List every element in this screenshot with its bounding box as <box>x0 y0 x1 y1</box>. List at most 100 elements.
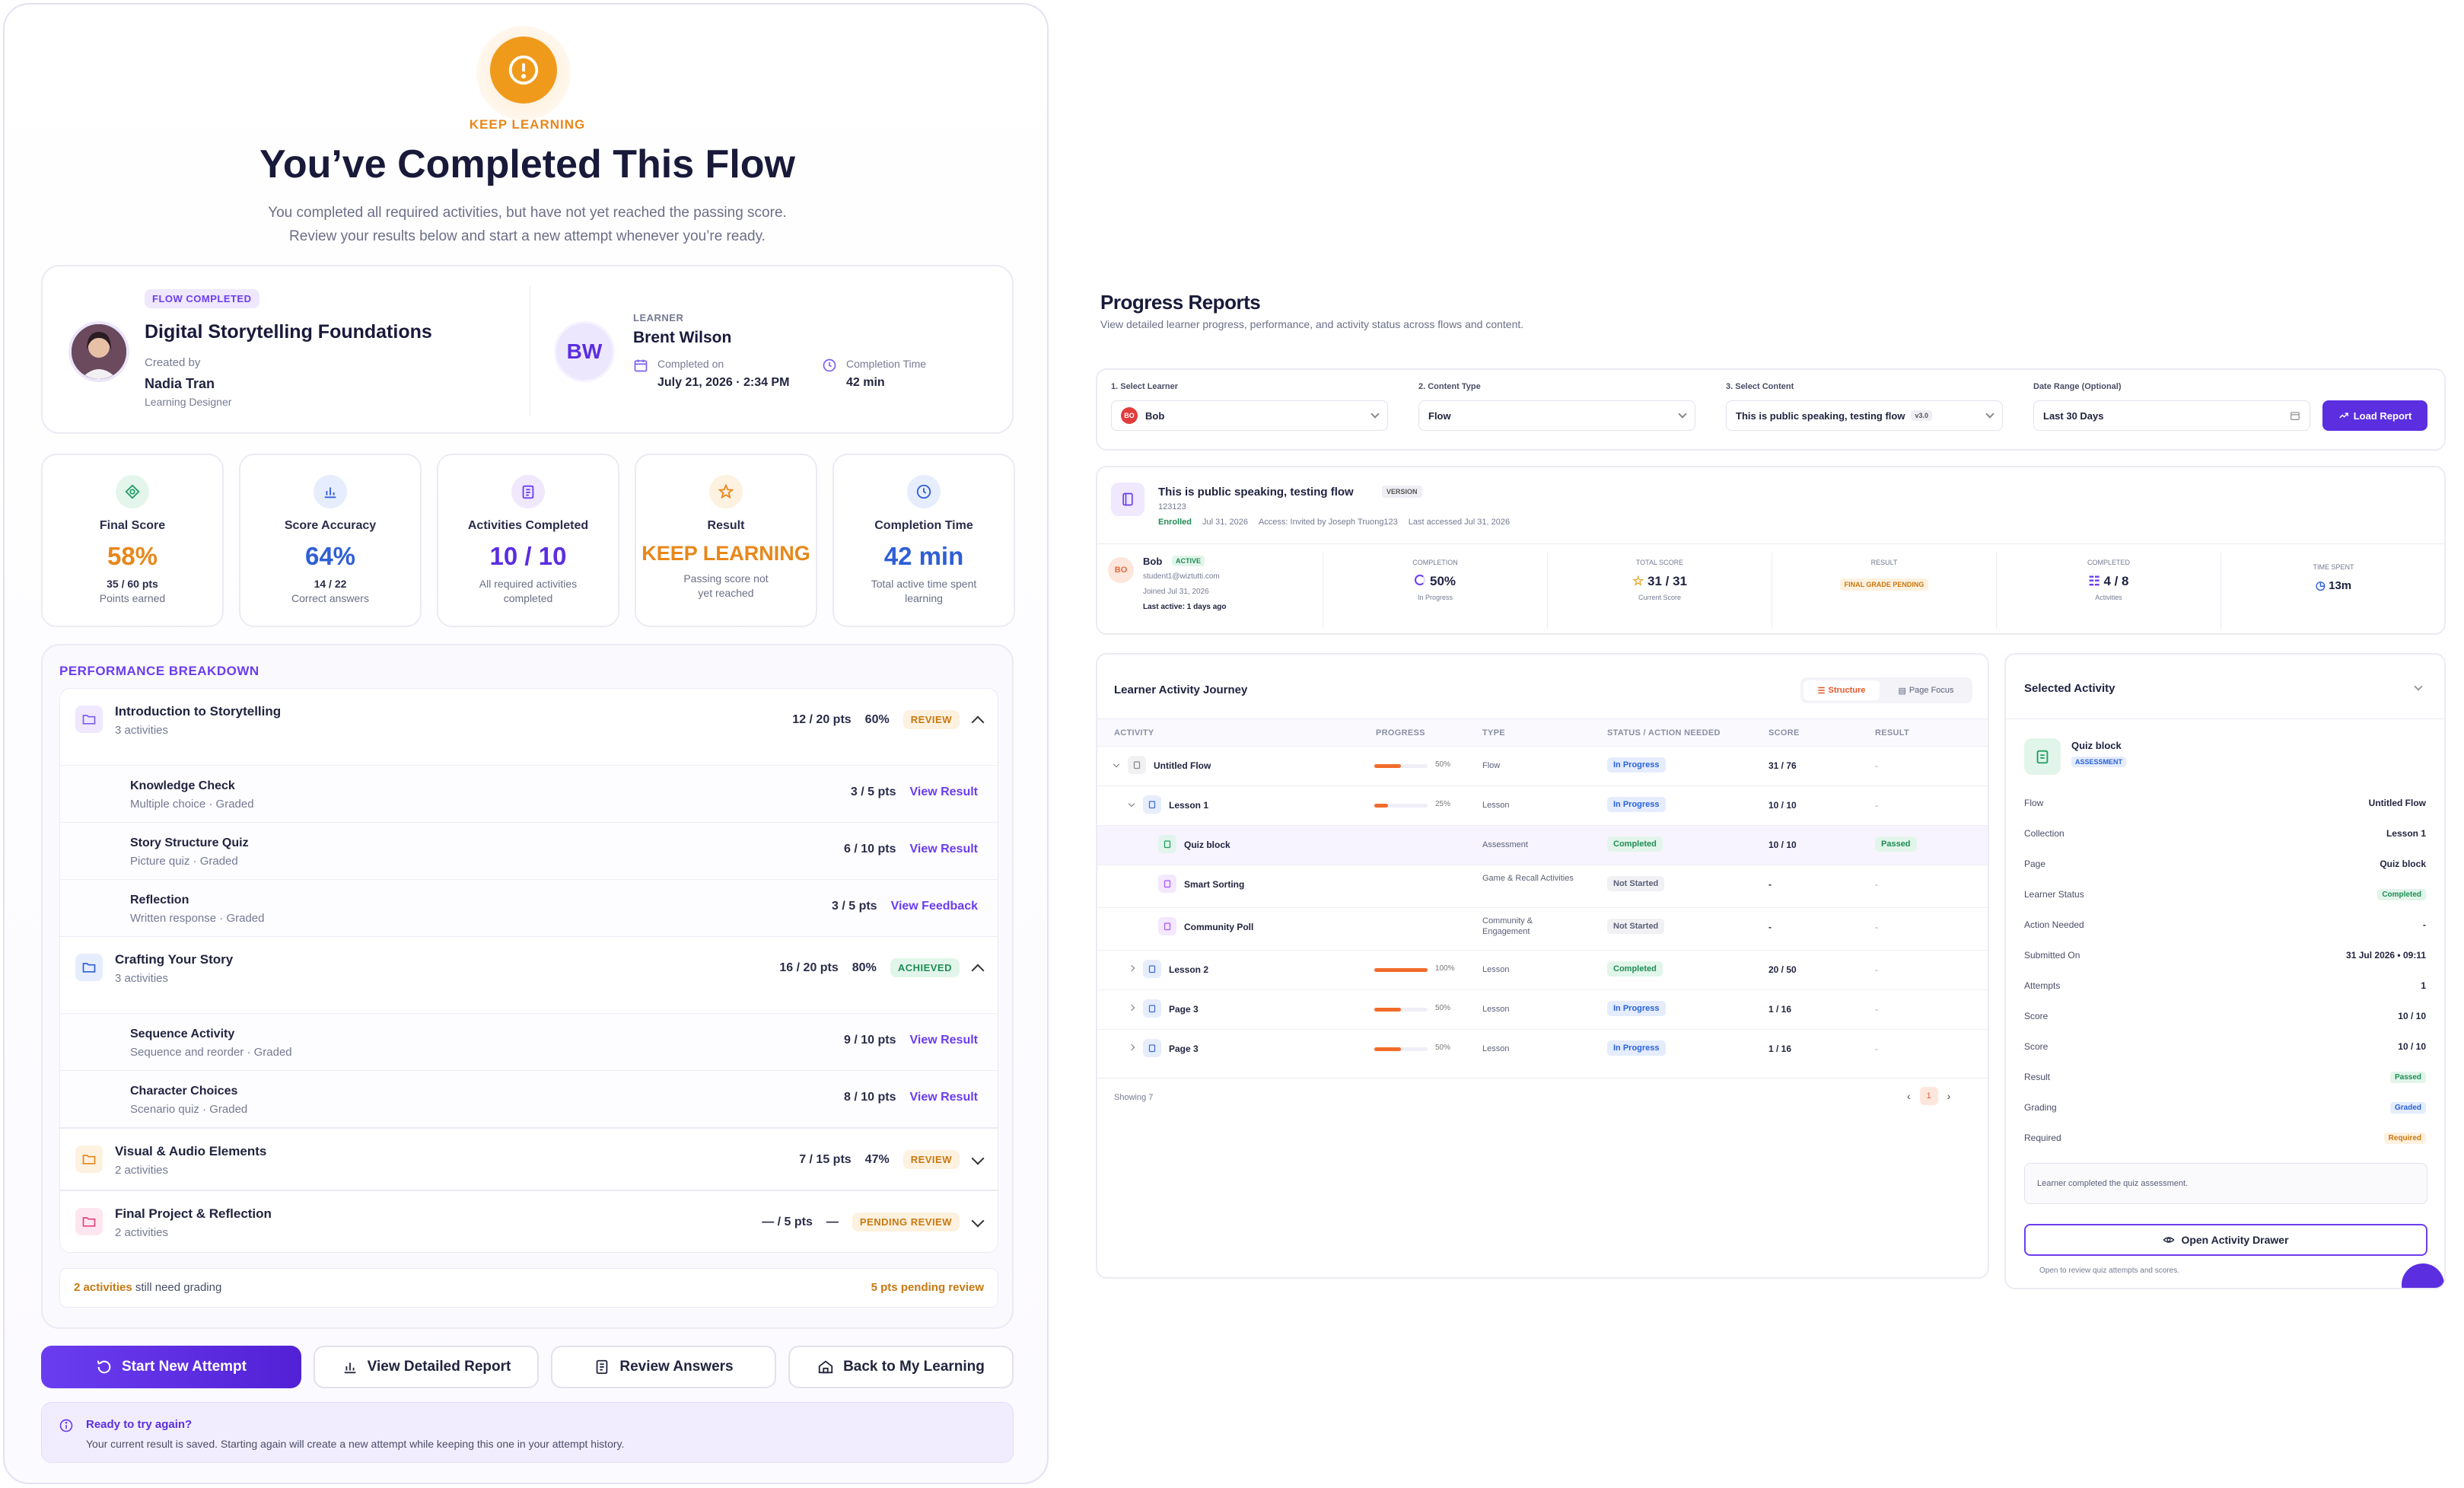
chevron-icon[interactable] <box>1128 800 1135 808</box>
section-introduction-to-storytelling: Introduction to Storytelling 3 activitie… <box>59 688 998 936</box>
learner-summary: BO Bob ACTIVE student1@wiztutti.com Join… <box>1108 553 1321 629</box>
avatar: BO <box>1108 557 1134 583</box>
result: - <box>1875 964 1878 975</box>
content-type-select[interactable]: Flow <box>1418 400 1695 431</box>
detail-row: Score 10 / 10 <box>2024 1041 2426 1052</box>
view-feedback-link[interactable]: View Feedback <box>890 900 978 913</box>
score-accuracy-value: 64% <box>304 542 356 570</box>
chevron-up-icon <box>971 964 985 977</box>
structure-tab[interactable]: ☰ Structure <box>1803 680 1880 700</box>
load-report-button[interactable]: Load Report <box>2322 400 2427 431</box>
view-detailed-report-button[interactable]: View Detailed Report <box>314 1346 539 1388</box>
status-badge: Completed <box>1607 961 1663 977</box>
book-icon <box>1111 483 1144 516</box>
back-to-my-learning-button[interactable]: Back to My Learning <box>788 1346 1014 1388</box>
chevron-icon[interactable] <box>1128 1044 1135 1051</box>
retry-notice: Ready to try again? Your current result … <box>41 1402 1014 1463</box>
status-badge: Not Started <box>1607 876 1665 891</box>
table-row[interactable]: Quiz block Assessment Completed 10 / 10 Pass… <box>1097 825 1988 865</box>
activity-type: Lesson <box>1482 1005 1510 1014</box>
list-icon: ☰ <box>1817 686 1826 696</box>
table-row[interactable]: Untitled Flow 50% Flow In Progress 31 / 76- <box>1097 746 1988 785</box>
activity-type: Game & Recall Activities <box>1482 874 1574 883</box>
result: - <box>1875 922 1878 932</box>
section-visual-audio[interactable]: Visual & Audio Elements 2 activities 7 /… <box>59 1128 998 1190</box>
selected-activity-panel: Selected Activity Quiz block ASSESSMENT … <box>2004 653 2446 1289</box>
activity-icon <box>1158 875 1176 893</box>
flow-info-card: FLOW COMPLETED Digital Storytelling Foun… <box>41 265 1014 434</box>
chevron-icon[interactable] <box>1113 760 1120 768</box>
table-row[interactable]: Smart Sorting Game & Recall Activities Not… <box>1097 865 1988 907</box>
flow-completed-badge: FLOW COMPLETED <box>145 289 259 308</box>
stat-card-activities-completed: Activities Completed 10 / 10 All require… <box>437 454 619 627</box>
open-activity-drawer-button[interactable]: Open Activity Drawer <box>2024 1224 2427 1256</box>
view-result-link[interactable]: View Result <box>909 785 978 798</box>
table-row[interactable]: Page 3 50% Lesson In Progress 1 / 16- <box>1097 989 1988 1029</box>
metric-completion: COMPLETION 50% In Progress <box>1323 553 1547 629</box>
detail-row: Submitted On 31 Jul 2026 • 09:11 <box>2024 950 2426 961</box>
content-summary-card: This is public speaking, testing flow VE… <box>1096 466 2446 635</box>
folder-icon <box>75 954 103 981</box>
view-result-link[interactable]: View Result <box>909 843 978 856</box>
calendar-icon <box>633 358 648 377</box>
progress-bar <box>1374 968 1428 972</box>
status-badge: In Progress <box>1607 797 1666 812</box>
pagination: ‹ 1 › <box>1907 1087 1950 1105</box>
table-row[interactable]: Lesson 1 25% Lesson In Progress 10 / 10- <box>1097 785 1988 825</box>
start-new-attempt-button[interactable]: Start New Attempt <box>41 1346 301 1388</box>
activity-name: Lesson 2 <box>1169 964 1209 975</box>
detail-row: Attempts 1 <box>2024 980 2426 991</box>
result: - <box>1875 800 1878 811</box>
result-badge: Passed <box>1875 836 1917 852</box>
prev-page-icon[interactable]: ‹ <box>1907 1090 1911 1102</box>
status-badge: In Progress <box>1607 1001 1666 1016</box>
page-subtitle: You completed all required activities, b… <box>268 205 787 244</box>
bar-chart-icon <box>344 1362 356 1374</box>
detail-row: Page Quiz block <box>2024 859 2426 869</box>
metric-result: RESULT FINAL GRADE PENDING <box>1772 553 1996 629</box>
review-answers-button[interactable]: Review Answers <box>551 1346 776 1388</box>
clock-icon <box>907 475 941 508</box>
content-select[interactable]: This is public speaking, testing flow v3.… <box>1726 400 2003 431</box>
activity-name: Community Poll <box>1184 922 1254 932</box>
activity-type: Lesson <box>1482 1044 1510 1053</box>
stat-card-score-accuracy: Score Accuracy 64% 14 / 22 Correct answer… <box>239 454 422 627</box>
activity-row: Sequence Activity Sequence and reorder ·… <box>60 1013 998 1070</box>
table-row[interactable]: Page 3 50% Lesson In Progress 1 / 16- <box>1097 1029 1988 1059</box>
star-icon <box>709 475 743 508</box>
next-page-icon[interactable]: › <box>1947 1090 1951 1102</box>
chevron-icon[interactable] <box>1128 964 1135 972</box>
page-focus-tab[interactable]: ▤ Page Focus <box>1898 686 1954 696</box>
completed-on-label: Completed on <box>657 358 724 370</box>
table-row[interactable]: Community Poll Community & Engagement Not … <box>1097 907 1988 950</box>
activity-row: Character Choices Scenario quiz · Graded… <box>60 1070 998 1127</box>
page-number[interactable]: 1 <box>1919 1087 1938 1105</box>
section-header[interactable]: Crafting Your Story 3 activities 16 / 20… <box>60 937 998 999</box>
alert-icon <box>490 37 557 104</box>
detail-row: Collection Lesson 1 <box>2024 828 2426 839</box>
result: - <box>1875 1044 1878 1054</box>
table-row[interactable]: Lesson 2 100% Lesson Completed 20 / 50- <box>1097 950 1988 989</box>
chevron-icon[interactable] <box>1128 1004 1135 1012</box>
activity-name: Smart Sorting <box>1184 879 1245 890</box>
performance-breakdown: PERFORMANCE BREAKDOWN Introduction to St… <box>41 644 1014 1329</box>
progress-bar <box>1374 804 1428 808</box>
completion-panel: KEEP LEARNING You’ve Completed This Flow… <box>3 3 1049 1484</box>
score: - <box>1768 879 1772 890</box>
floating-action-button[interactable] <box>2402 1263 2444 1288</box>
section-header[interactable]: Introduction to Storytelling 3 activitie… <box>60 689 998 751</box>
date-range-input[interactable]: Last 30 Days <box>2033 400 2310 431</box>
section-final-project[interactable]: Final Project & Reflection 2 activities … <box>59 1190 998 1253</box>
activity-icon <box>1143 1039 1161 1057</box>
score: 20 / 50 <box>1768 964 1797 975</box>
progress-ring-icon <box>1414 575 1425 585</box>
avatar: BO <box>1121 407 1138 424</box>
filters-card: 1. Select Learner BO Bob 2. Content Type … <box>1096 368 2446 451</box>
score: 31 / 76 <box>1768 760 1797 771</box>
learner-select[interactable]: BO Bob <box>1111 400 1388 431</box>
collapse-chevron-icon[interactable] <box>2414 682 2423 691</box>
activity-type: Lesson <box>1482 965 1510 974</box>
view-result-link[interactable]: View Result <box>909 1091 978 1104</box>
result: - <box>1875 760 1878 771</box>
view-result-link[interactable]: View Result <box>909 1034 978 1047</box>
